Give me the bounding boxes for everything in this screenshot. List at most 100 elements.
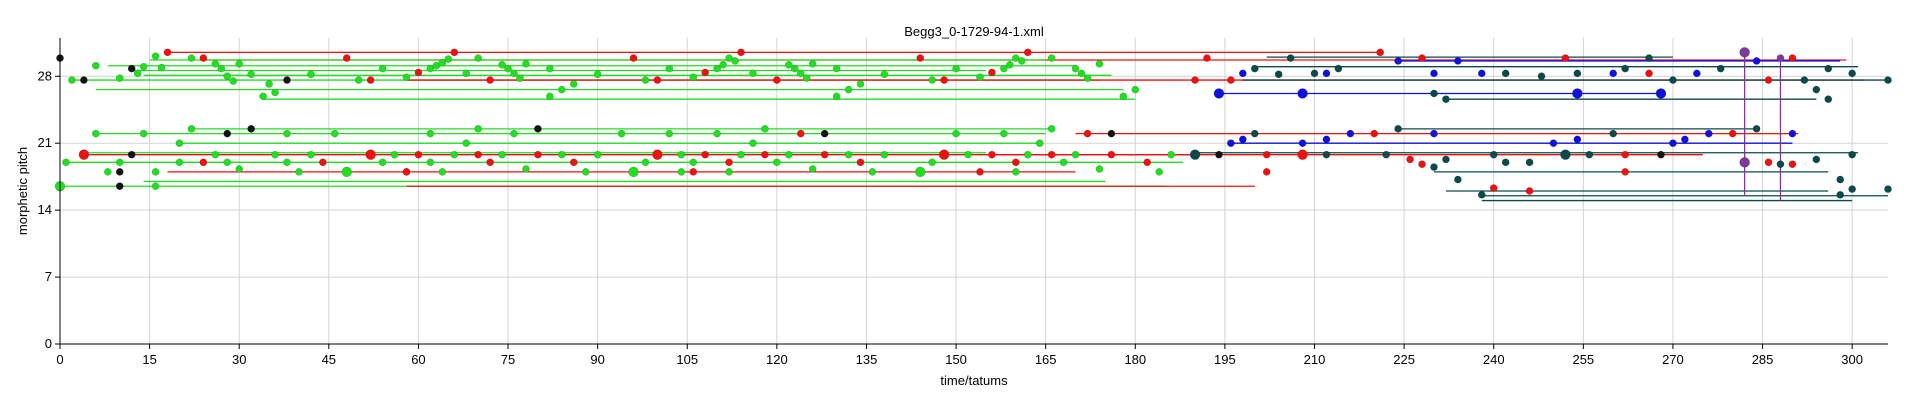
data-point: [581, 168, 590, 176]
data-point: [1669, 76, 1677, 84]
data-point: [366, 76, 375, 84]
data-point: [1788, 160, 1797, 169]
data-point: [1047, 124, 1056, 133]
data-point: [1418, 160, 1426, 169]
data-point: [790, 64, 799, 73]
data-point: [988, 68, 996, 77]
data-point: [1059, 158, 1068, 167]
data-point: [1752, 57, 1761, 65]
data-point: [163, 48, 172, 57]
data-point: [522, 165, 530, 173]
data-point: [665, 129, 674, 138]
data-point: [199, 54, 208, 62]
data-point: [802, 74, 811, 83]
data-point: [1203, 54, 1211, 62]
data-point: [1501, 69, 1510, 78]
x-tick-label: 300: [1841, 352, 1863, 367]
data-point: [796, 69, 805, 78]
data-point: [426, 158, 435, 167]
data-point: [641, 158, 650, 167]
data-point: [1262, 168, 1271, 176]
data-point: [1489, 150, 1498, 159]
data-point: [1189, 149, 1201, 160]
x-tick-label: 285: [1752, 352, 1774, 367]
data-point: [1310, 69, 1319, 78]
data-point: [426, 64, 435, 73]
data-point: [1836, 175, 1845, 184]
data-point: [1238, 135, 1247, 144]
data-point: [62, 158, 70, 167]
data-point: [283, 158, 291, 167]
data-point: [1585, 150, 1594, 159]
data-point: [1238, 69, 1247, 78]
data-point: [928, 76, 937, 84]
y-tick-label: 21: [38, 135, 52, 150]
data-point: [1788, 129, 1797, 138]
data-point: [665, 64, 674, 73]
data-point: [1131, 85, 1140, 94]
data-point: [510, 129, 518, 138]
data-point: [1322, 150, 1331, 159]
data-point: [916, 54, 925, 62]
data-point: [133, 69, 142, 78]
x-tick-label: 225: [1393, 352, 1415, 367]
data-point: [365, 149, 376, 160]
data-point: [271, 150, 279, 159]
data-point: [1573, 135, 1582, 144]
data-point: [1525, 187, 1534, 195]
data-point: [653, 76, 662, 84]
data-point: [1645, 69, 1653, 78]
data-point: [1573, 69, 1582, 78]
data-point: [1704, 129, 1713, 138]
data-point: [534, 124, 542, 133]
data-point: [91, 61, 100, 70]
data-point: [820, 150, 829, 159]
data-point: [1764, 158, 1773, 167]
data-point: [713, 64, 721, 73]
data-point: [91, 129, 100, 138]
data-point: [1286, 54, 1295, 62]
data-point: [725, 158, 733, 167]
data-point: [1119, 92, 1128, 101]
data-point: [78, 149, 90, 160]
data-point: [1621, 150, 1630, 159]
data-point: [235, 165, 244, 173]
data-point: [725, 168, 733, 176]
data-point: [341, 166, 352, 178]
data-point: [784, 150, 793, 159]
data-point: [175, 158, 184, 167]
data-point: [486, 76, 494, 84]
data-point: [1000, 129, 1008, 138]
data-point: [283, 76, 291, 84]
data-point: [546, 92, 554, 101]
data-point: [1752, 124, 1761, 133]
data-point: [1489, 184, 1498, 192]
data-point: [761, 150, 769, 159]
y-tick-label: 7: [45, 269, 52, 284]
data-point: [1250, 64, 1259, 73]
data-point: [1376, 48, 1385, 57]
data-point: [438, 59, 447, 67]
data-point: [1047, 54, 1056, 62]
data-point: [1394, 124, 1402, 133]
data-point: [1621, 168, 1630, 176]
data-point: [689, 73, 698, 82]
data-point: [1017, 57, 1026, 65]
data-point: [940, 76, 948, 84]
data-point: [617, 129, 626, 138]
data-point: [737, 150, 745, 159]
data-point: [522, 59, 530, 68]
data-point: [1023, 48, 1032, 57]
data-point: [914, 166, 926, 178]
data-point: [1297, 149, 1308, 160]
data-point: [402, 73, 411, 82]
data-point: [498, 60, 506, 69]
data-point: [1274, 70, 1283, 79]
data-point: [187, 124, 196, 133]
data-point: [402, 168, 411, 176]
data-point: [462, 69, 471, 78]
data-point: [1430, 163, 1438, 171]
data-point: [414, 150, 423, 159]
data-point: [1645, 54, 1653, 62]
data-point: [426, 129, 435, 138]
